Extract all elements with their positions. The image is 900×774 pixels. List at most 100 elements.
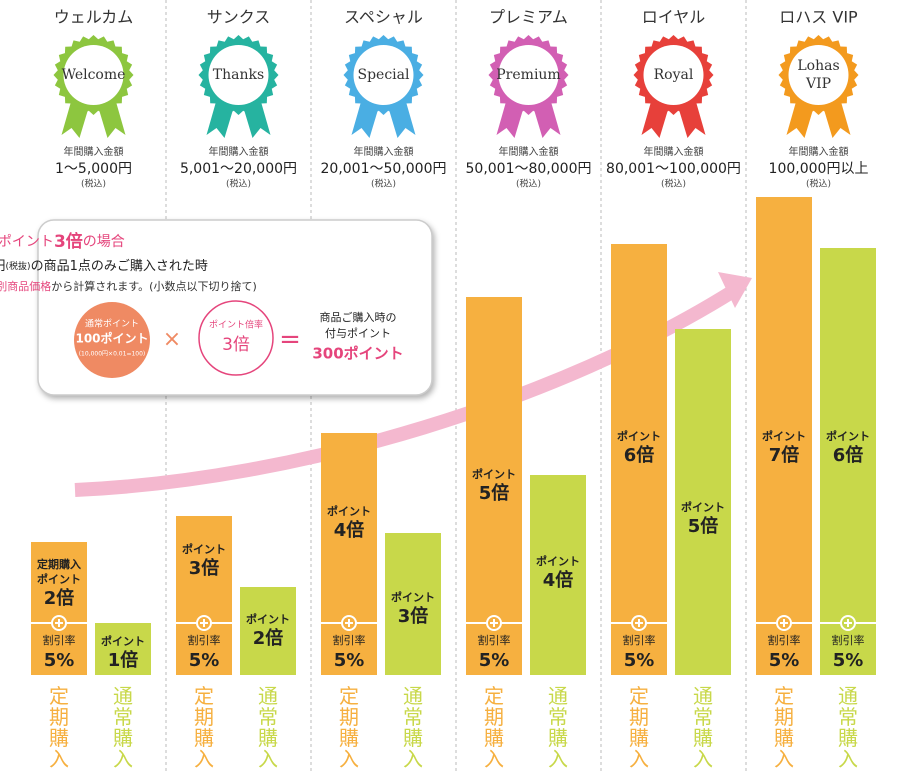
- tax-note: (税込): [516, 178, 541, 190]
- plus-sign: [345, 619, 353, 627]
- rosette-inner: [208, 45, 269, 105]
- purchase-type: 定期購入: [339, 684, 359, 771]
- ribbon: [641, 100, 706, 138]
- badge-label: Welcome: [62, 67, 126, 83]
- amount-title: 年間購入金額: [789, 145, 849, 158]
- result-points: 300ポイント: [312, 345, 403, 363]
- bar-points: 定期購入: [37, 557, 81, 571]
- bar-points: ポイント: [246, 612, 290, 626]
- bar-points: 2倍: [44, 587, 75, 609]
- badge-label: Premium: [496, 67, 560, 83]
- tier-name: ウェルカム: [54, 8, 134, 27]
- tax-note: (税込): [81, 178, 106, 190]
- ribbon: [61, 100, 126, 138]
- base-points: 100ポイント: [75, 331, 148, 346]
- plus-sign: [55, 619, 63, 627]
- ribbon: [786, 100, 851, 138]
- discount-value: 5%: [479, 650, 510, 671]
- bar-points: ポイント: [182, 542, 226, 556]
- bar-points: 7倍: [769, 444, 800, 466]
- tax-note: (税込): [661, 178, 686, 190]
- bar: [820, 248, 876, 675]
- bar-points: ポイント: [617, 429, 661, 443]
- bar-points: ポイント: [327, 504, 371, 518]
- bar-points: 5倍: [479, 482, 510, 504]
- base-circle: [74, 302, 150, 378]
- growth-arrow-head: [718, 272, 752, 308]
- discount-label: 割引率: [768, 633, 801, 647]
- purchase-type: 通常購入: [693, 684, 713, 771]
- amount: 1～5,000円: [55, 161, 132, 177]
- amount-title: 年間購入金額: [64, 145, 124, 158]
- plus-sign: [780, 619, 788, 627]
- purchase-type: 定期購入: [49, 684, 69, 771]
- rate-value: 3倍: [222, 335, 250, 355]
- amount: 5,001～20,000円: [180, 161, 297, 177]
- bar-points: ポイント: [101, 634, 145, 648]
- tier-name: サンクス: [207, 8, 271, 27]
- bar-points: 1倍: [108, 649, 139, 671]
- example-condition: ※10,000円(税抜)の商品1点のみご購入された時: [0, 258, 208, 274]
- tax-note: (税込): [806, 178, 831, 190]
- discount-value: 5%: [334, 650, 365, 671]
- bar-points: ポイント: [37, 572, 81, 586]
- bar-points: ポイント: [391, 590, 435, 604]
- tax-note: (税込): [226, 178, 251, 190]
- rosette-inner: [498, 45, 559, 105]
- equals-sign: =: [279, 325, 301, 355]
- badge-label: Royal: [654, 67, 694, 83]
- bar: [31, 542, 87, 675]
- discount-label: 割引率: [832, 633, 865, 647]
- bar-points: 3倍: [189, 557, 220, 579]
- purchase-type: 定期購入: [194, 684, 214, 771]
- bar: [385, 533, 441, 675]
- discount-value: 5%: [833, 650, 864, 671]
- purchase-type: 定期購入: [629, 684, 649, 771]
- purchase-type: 定期購入: [484, 684, 504, 771]
- bar: [240, 587, 296, 675]
- purchase-type: 通常購入: [548, 684, 568, 771]
- badge-label: Special: [358, 67, 411, 83]
- discount-label: 割引率: [43, 633, 76, 647]
- bar-points: 4倍: [543, 569, 574, 591]
- purchase-type: 通常購入: [113, 684, 133, 771]
- example-note-part: から計算されます。(小数点以下切り捨て): [51, 279, 256, 293]
- bar-points: ポイント: [472, 467, 516, 481]
- discount-label: 割引率: [188, 633, 221, 647]
- bar-points: ポイント: [681, 500, 725, 514]
- purchase-type: 通常購入: [258, 684, 278, 771]
- rosette-inner: [643, 45, 704, 105]
- badge-label: Lohas: [797, 58, 839, 74]
- amount-title: 年間購入金額: [354, 145, 414, 158]
- tier-name: ロハス VIP: [779, 8, 858, 27]
- rosette-inner: [63, 45, 124, 105]
- rosette-inner: [353, 45, 414, 105]
- discount-value: 5%: [44, 650, 75, 671]
- bar-points: 5倍: [688, 515, 719, 537]
- bar-points: ポイント: [762, 429, 806, 443]
- rate-circle: [198, 300, 274, 376]
- bar: [466, 297, 522, 675]
- bar-points: 6倍: [833, 444, 864, 466]
- result-label: 商品ご購入時の: [320, 310, 397, 324]
- example-condition-part: ※10,000円: [0, 259, 6, 274]
- example-title-part: 3倍: [54, 231, 83, 252]
- example-note-part: 税別商品価格: [0, 279, 51, 293]
- purchase-type: 通常購入: [838, 684, 858, 771]
- bar-points: ポイント: [826, 429, 870, 443]
- purchase-type: 定期購入: [774, 684, 794, 771]
- discount-value: 5%: [624, 650, 655, 671]
- plus-sign: [844, 619, 852, 627]
- example-title: 例:ポイント3倍の場合: [0, 231, 125, 252]
- rosette-inner: [788, 45, 849, 105]
- result-label: 付与ポイント: [325, 327, 391, 340]
- bar: [530, 475, 586, 675]
- discount-label: 割引率: [333, 633, 366, 647]
- discount-label: 割引率: [623, 633, 656, 647]
- base-label: 通常ポイント: [85, 318, 139, 330]
- bar-points: ポイント: [536, 554, 580, 568]
- discount-value: 5%: [769, 650, 800, 671]
- bar: [675, 329, 731, 675]
- plus-sign: [490, 619, 498, 627]
